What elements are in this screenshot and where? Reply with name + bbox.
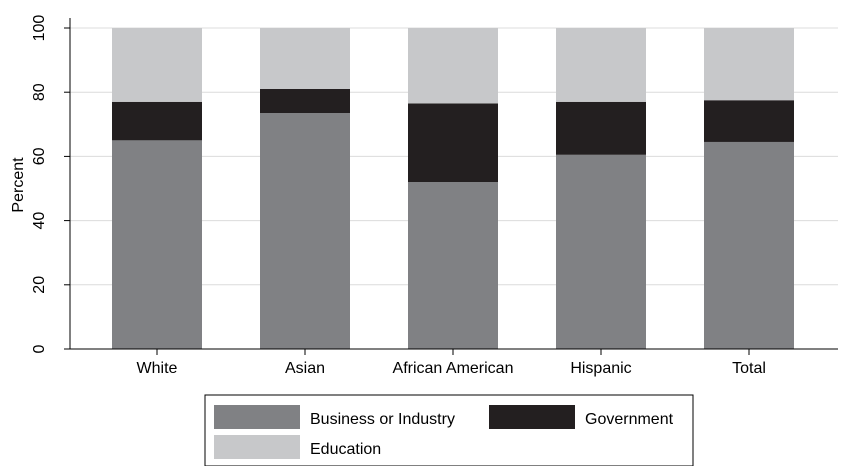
y-axis-label: Percent: [10, 157, 27, 213]
x-tick-label-2: African American: [393, 360, 514, 377]
bar-hispanic-business-or-industry: [556, 154, 646, 349]
bar-hispanic-government: [556, 101, 646, 155]
x-axis: White Asian African American Hispanic Total: [70, 348, 838, 377]
bar-white-education: [112, 28, 202, 102]
bar-total-business-or-industry: [704, 141, 794, 349]
y-tick-label-60: 60: [31, 147, 48, 165]
legend-swatch-education: [214, 435, 300, 459]
legend: Business or Industry Government Education: [204, 394, 694, 466]
y-tick-label-80: 80: [31, 83, 48, 101]
bar-total-government: [704, 100, 794, 142]
legend-swatch-business-or-industry: [214, 405, 300, 429]
bar-white-government: [112, 101, 202, 141]
y-axis: 0 20 40 60 80 100: [31, 15, 71, 353]
bar-african-american-business-or-industry: [408, 182, 498, 349]
legend-label-government: Government: [585, 411, 674, 428]
bar-african-american-education: [408, 28, 498, 104]
x-tick-label-0: White: [137, 360, 178, 377]
x-tick-label-3: Hispanic: [570, 360, 631, 377]
bar-hispanic-education: [556, 28, 646, 102]
legend-label-education: Education: [310, 441, 381, 458]
bar-african-american-government: [408, 103, 498, 183]
bars: [112, 28, 794, 349]
bar-asian-government: [260, 88, 350, 114]
y-tick-label-40: 40: [31, 212, 48, 230]
bar-asian-business-or-industry: [260, 113, 350, 349]
bar-asian-education: [260, 28, 350, 89]
x-tick-label-1: Asian: [285, 360, 325, 377]
bar-total-education: [704, 28, 794, 101]
y-tick-label-100: 100: [31, 15, 48, 42]
y-tick-label-20: 20: [31, 276, 48, 294]
legend-label-business-or-industry: Business or Industry: [310, 411, 455, 428]
bar-white-business-or-industry: [112, 140, 202, 349]
x-tick-label-4: Total: [732, 360, 766, 377]
legend-swatch-government: [489, 405, 575, 429]
y-tick-label-0: 0: [31, 344, 48, 353]
